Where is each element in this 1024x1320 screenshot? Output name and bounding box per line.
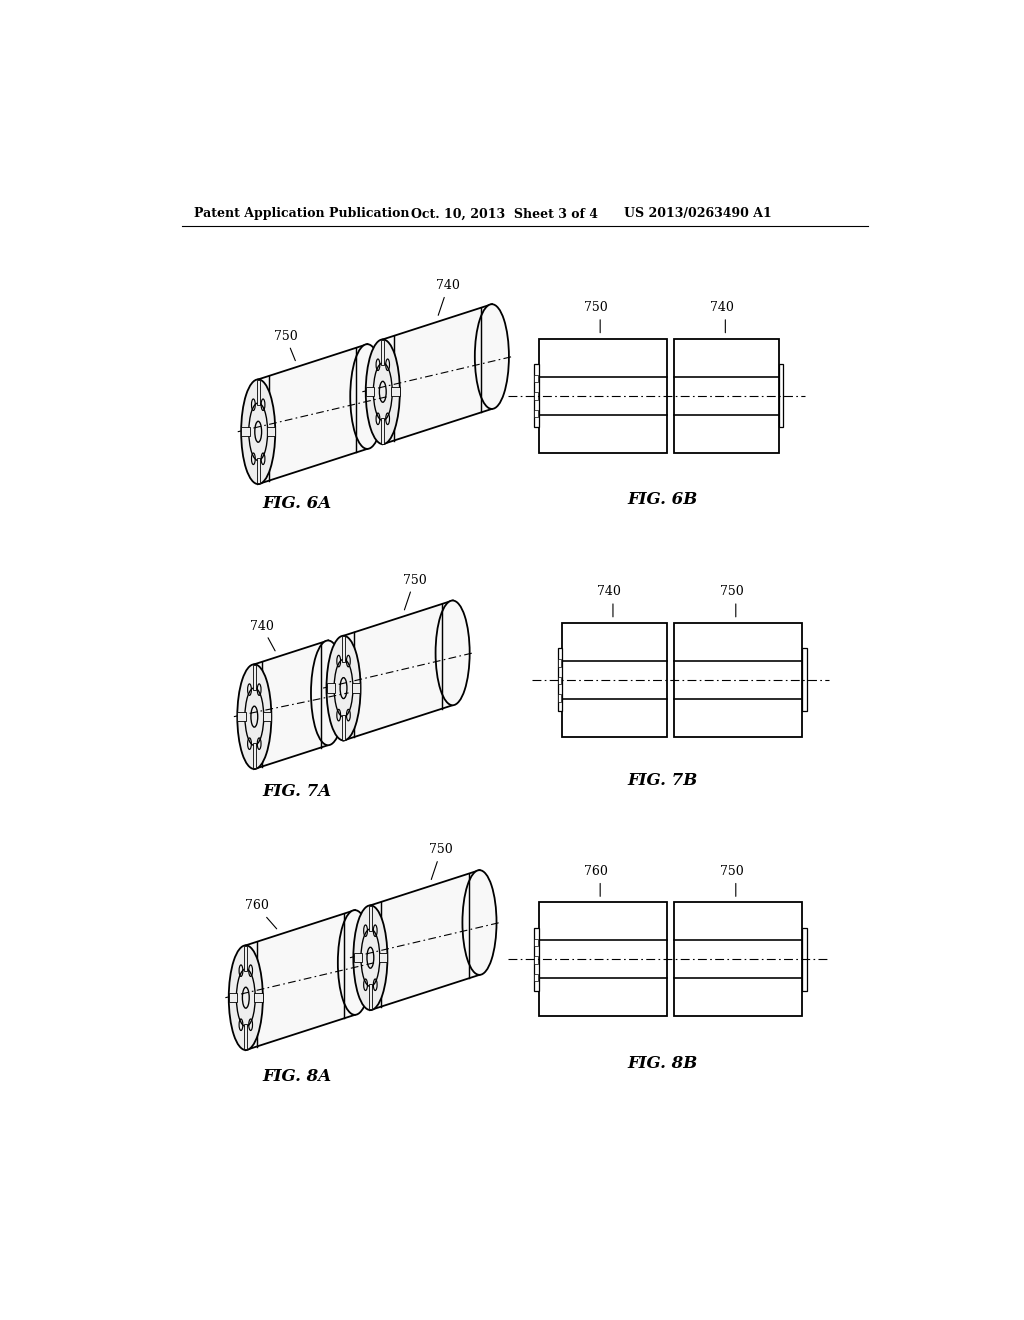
Text: 750: 750	[273, 330, 297, 360]
Ellipse shape	[228, 945, 263, 1051]
Text: Patent Application Publication: Patent Application Publication	[194, 207, 410, 220]
Polygon shape	[254, 640, 328, 770]
Bar	[254, 993, 262, 1002]
Text: FIG. 7A: FIG. 7A	[262, 783, 332, 800]
Text: FIG. 7B: FIG. 7B	[628, 772, 698, 789]
Bar	[327, 684, 335, 693]
Bar	[253, 665, 256, 690]
Bar	[779, 364, 783, 426]
Bar	[257, 458, 260, 483]
Bar	[391, 387, 399, 396]
Bar	[535, 974, 538, 981]
Bar	[802, 648, 807, 711]
Text: 740: 740	[436, 279, 460, 315]
Bar	[366, 387, 374, 396]
Text: 750: 750	[402, 574, 426, 610]
Bar	[381, 418, 384, 444]
Bar	[245, 946, 248, 972]
Polygon shape	[343, 601, 453, 741]
Bar	[535, 956, 538, 964]
Bar	[342, 636, 345, 661]
Ellipse shape	[353, 906, 387, 1010]
Bar	[238, 711, 246, 721]
Bar	[535, 375, 538, 383]
Bar	[539, 339, 667, 453]
Ellipse shape	[350, 345, 384, 449]
Ellipse shape	[463, 870, 497, 975]
Bar	[263, 711, 271, 721]
Polygon shape	[371, 870, 479, 1010]
Bar	[675, 339, 779, 453]
Text: 750: 750	[720, 865, 743, 878]
Bar	[369, 985, 372, 1010]
Bar	[675, 623, 802, 737]
Bar	[558, 648, 562, 711]
Text: 740: 740	[710, 301, 733, 314]
Bar	[558, 677, 561, 684]
Text: 750: 750	[429, 843, 454, 879]
Ellipse shape	[475, 304, 509, 409]
Bar	[242, 428, 250, 437]
Bar	[802, 928, 807, 990]
Polygon shape	[246, 909, 355, 1051]
Text: 750: 750	[585, 301, 608, 314]
Polygon shape	[383, 304, 492, 444]
Text: 750: 750	[720, 585, 743, 598]
Ellipse shape	[241, 379, 275, 484]
Ellipse shape	[435, 601, 470, 705]
Text: FIG. 6B: FIG. 6B	[628, 491, 698, 508]
Bar	[539, 903, 667, 1016]
Text: FIG. 6A: FIG. 6A	[262, 495, 332, 512]
Text: 740: 740	[250, 619, 275, 651]
Text: FIG. 8A: FIG. 8A	[262, 1068, 332, 1085]
Bar	[245, 1024, 248, 1049]
Ellipse shape	[366, 339, 399, 444]
Bar	[534, 928, 539, 990]
Text: 740: 740	[597, 585, 621, 598]
Bar	[229, 993, 238, 1002]
Ellipse shape	[238, 664, 271, 770]
Bar	[535, 392, 538, 400]
Ellipse shape	[338, 909, 372, 1015]
Bar	[675, 903, 802, 1016]
Bar	[257, 380, 260, 405]
Polygon shape	[258, 345, 368, 484]
Bar	[381, 341, 384, 366]
Text: 760: 760	[245, 899, 276, 929]
Bar	[342, 714, 345, 739]
Bar	[267, 428, 275, 437]
Bar	[558, 694, 561, 702]
Bar	[253, 743, 256, 768]
Text: 760: 760	[585, 865, 608, 878]
Bar	[535, 411, 538, 417]
Bar	[369, 906, 372, 932]
Bar	[353, 953, 361, 962]
Bar	[352, 684, 360, 693]
Bar	[534, 364, 539, 426]
Bar	[558, 659, 561, 667]
Bar	[535, 939, 538, 946]
Text: FIG. 8B: FIG. 8B	[628, 1055, 698, 1072]
Bar	[562, 623, 667, 737]
Ellipse shape	[327, 636, 360, 741]
Text: US 2013/0263490 A1: US 2013/0263490 A1	[624, 207, 772, 220]
Text: Oct. 10, 2013  Sheet 3 of 4: Oct. 10, 2013 Sheet 3 of 4	[411, 207, 598, 220]
Ellipse shape	[311, 640, 345, 746]
Bar	[379, 953, 387, 962]
